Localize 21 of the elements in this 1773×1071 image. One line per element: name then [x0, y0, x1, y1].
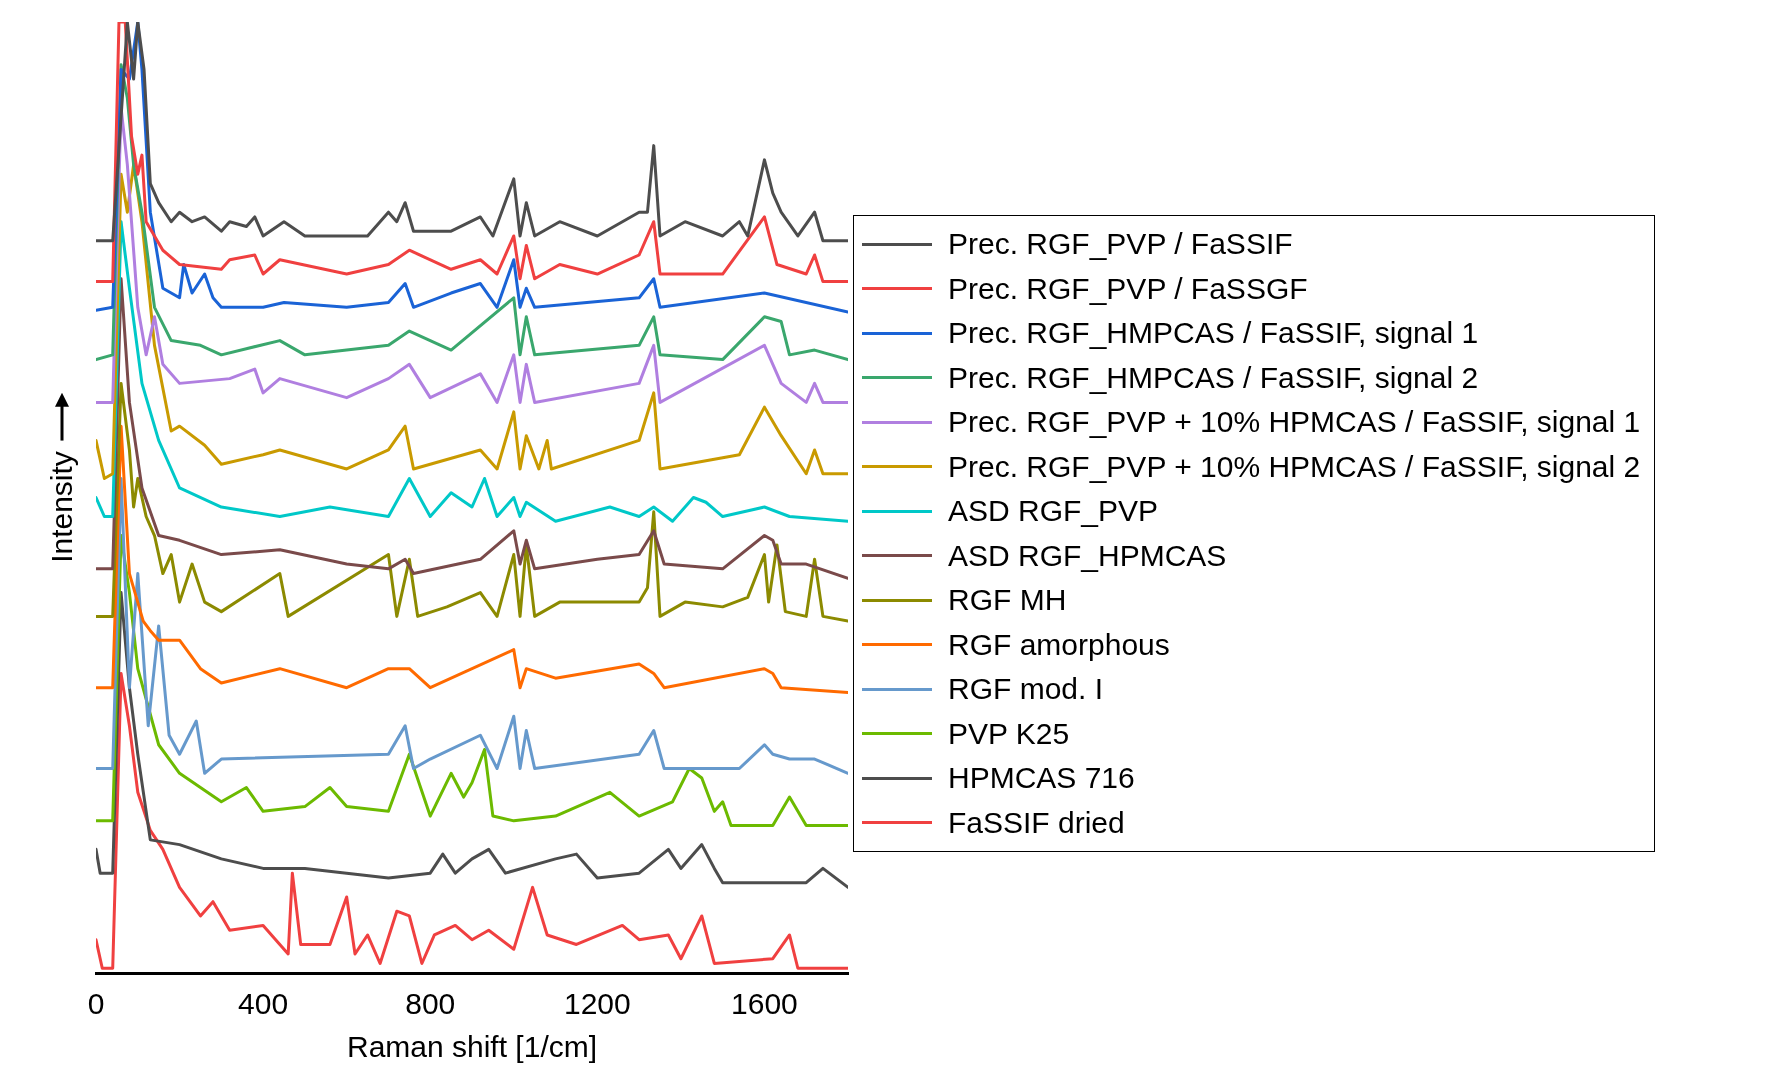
x-tick-label: 0 — [87, 987, 105, 1021]
legend-label: Prec. RGF_HMPCAS / FaSSIF, signal 1 — [948, 316, 1479, 351]
legend-label: Prec. RGF_PVP / FaSSIF — [948, 227, 1293, 262]
legend-label: RGF amorphous — [948, 627, 1170, 662]
legend-label: Prec. RGF_PVP + 10% HPMCAS / FaSSIF, signal 2 — [948, 449, 1641, 484]
legend-label: FaSSIF dried — [948, 805, 1125, 840]
y-axis-title: Intensity — [45, 451, 79, 563]
legend-label: Prec. RGF_HMPCAS / FaSSIF, signal 2 — [948, 360, 1479, 395]
legend-label: Prec. RGF_PVP / FaSSGF — [948, 271, 1308, 306]
x-tick-label: 1600 — [731, 987, 798, 1021]
x-tick-label: 400 — [238, 987, 289, 1021]
legend-label: HPMCAS 716 — [948, 761, 1135, 796]
legend-label: ASD RGF_HPMCAS — [948, 538, 1227, 573]
legend-label: ASD RGF_PVP — [948, 494, 1159, 529]
x-tick-label: 1200 — [563, 987, 631, 1021]
legend-label: RGF mod. I — [948, 672, 1104, 707]
legend-label: RGF MH — [948, 583, 1067, 618]
x-tick-label: 800 — [405, 987, 456, 1021]
legend-label: Prec. RGF_PVP + 10% HPMCAS / FaSSIF, signal 1 — [948, 405, 1641, 440]
x-axis-title: Raman shift [1/cm] — [346, 1030, 598, 1064]
legend-label: PVP K25 — [948, 716, 1070, 751]
